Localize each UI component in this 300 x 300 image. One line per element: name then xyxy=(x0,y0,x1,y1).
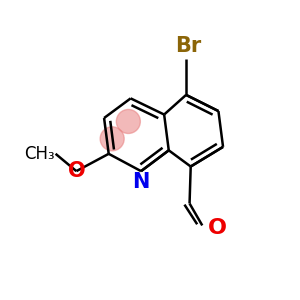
Text: Br: Br xyxy=(175,36,202,56)
Text: O: O xyxy=(68,161,85,181)
Text: O: O xyxy=(208,218,227,238)
Text: CH₃: CH₃ xyxy=(24,145,54,163)
Circle shape xyxy=(116,110,140,134)
Circle shape xyxy=(100,127,124,151)
Text: N: N xyxy=(132,172,150,192)
